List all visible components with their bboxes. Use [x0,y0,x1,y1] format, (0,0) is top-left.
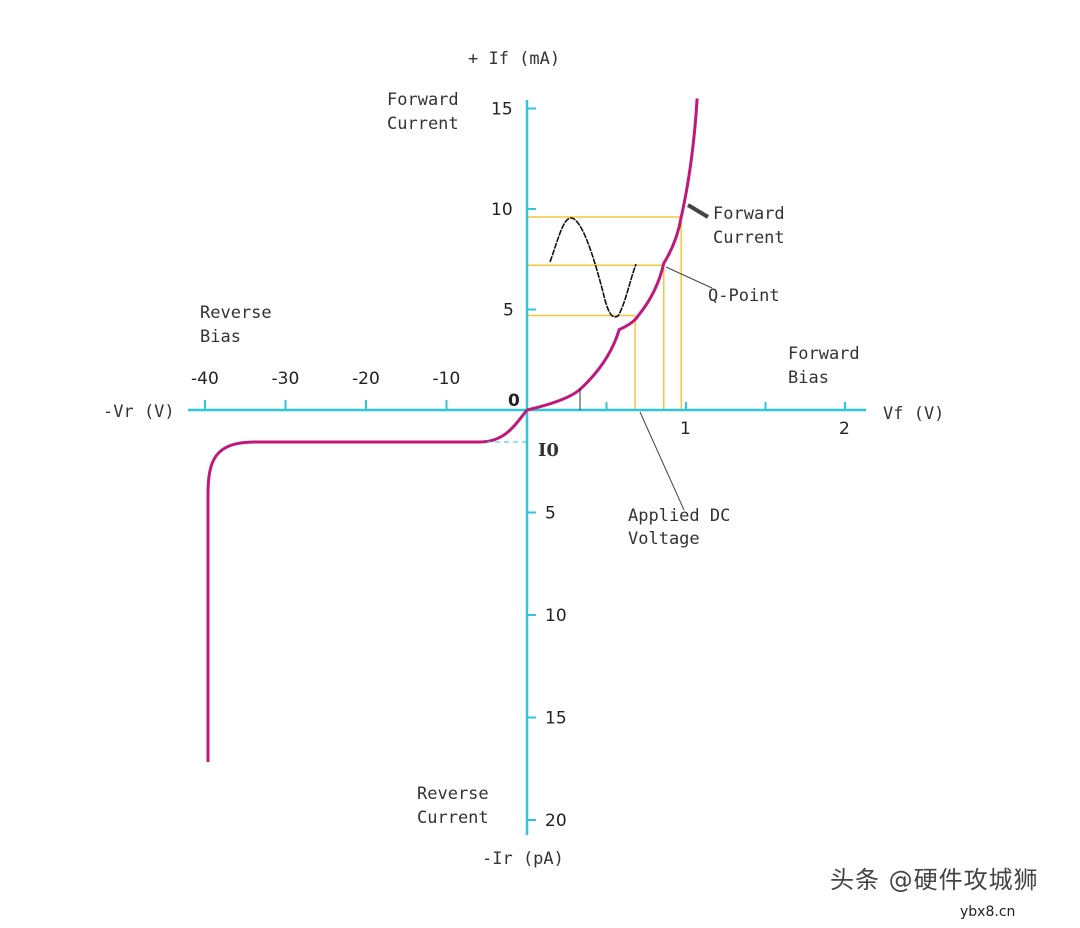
q-point-label: Q-Point [708,286,780,306]
y-tick-label: 5 [503,301,514,321]
y-tick-label: 10 [491,200,513,220]
reverse-current-label-1: Reverse [417,784,489,804]
x-tick-label: 2 [839,419,850,439]
y-tick-label: 15 [545,709,567,729]
forward-current-pointer [686,203,710,219]
x-axis-right-label: Vf (V) [883,404,944,424]
watermark-url: ybx8.cn [960,904,1016,920]
y-tick-label: 15 [491,100,513,120]
x-tick-label: -20 [352,369,380,389]
applied-dc-pointer [639,411,685,511]
input-signal-sine [549,217,637,318]
applied-dc-label-1: Applied DC [628,506,730,526]
y-axis-top-label: + If (mA) [468,49,560,69]
y-axis-bottom-label: -Ir (pA) [482,849,564,869]
y-tick-label: 20 [545,811,567,831]
q-point-guides [527,216,682,410]
x-tick-label: -40 [191,369,219,389]
q-point-pointer [665,266,713,289]
x-tick-label: -10 [433,369,461,389]
i0-label: I0 [538,440,559,461]
forward-current-curve-label-1: Forward [713,204,785,224]
origin-label: 0 [508,391,520,411]
applied-dc-label-2: Voltage [628,529,700,549]
x-tick-label: 1 [680,419,691,439]
forward-current-label-1: Forward [387,90,459,110]
reverse-bias-label-1: Reverse [200,303,272,323]
y-tick-label: 10 [545,606,567,626]
forward-bias-label-1: Forward [788,344,860,364]
forward-current-curve-label-2: Current [713,228,785,248]
reverse-bias-label-2: Bias [200,327,241,347]
x-tick-label: -30 [272,369,300,389]
forward-bias-label-2: Bias [788,368,829,388]
forward-current-label-2: Current [387,114,459,134]
x-axis-left-label: -Vr (V) [103,402,175,422]
reverse-curve [206,409,529,762]
reverse-current-label-2: Current [417,808,489,828]
watermark: 头条 @硬件攻城狮 [830,866,1039,894]
y-tick-label: 5 [545,504,556,524]
